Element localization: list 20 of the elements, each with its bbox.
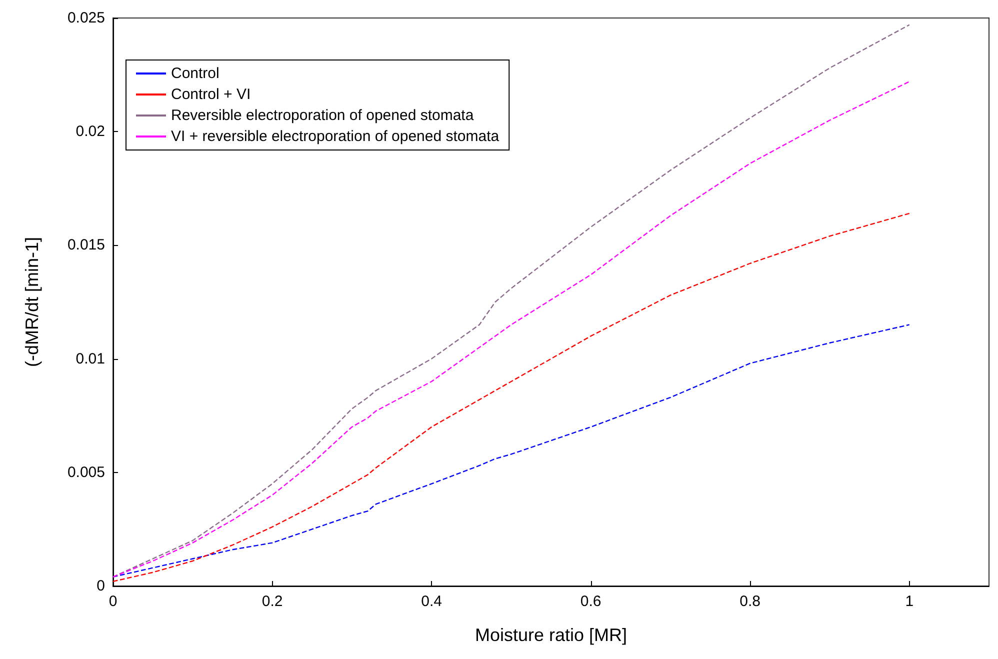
x-tick-label: 0 (108, 593, 118, 610)
legend-label: VI + reversible electroporation of opened stomata (171, 128, 500, 145)
line-series (112, 212, 910, 582)
y-tick-label: 0.02 (76, 123, 105, 140)
y-tick-label: 0.015 (67, 236, 105, 254)
y-tick-label: 0.01 (76, 350, 105, 368)
x-tick-label: 0.8 (740, 593, 761, 610)
x-tick-label: 0.6 (580, 593, 602, 610)
y-tick-label: 0 (96, 578, 105, 594)
legend-label: Control + VI (171, 86, 251, 103)
y-tick-label: 0.025 (67, 10, 105, 26)
y-tick-label: 0.005 (67, 464, 105, 481)
legend-label: Reversible electroporation of opened stomata (171, 107, 474, 124)
legend-label: Control (171, 65, 220, 82)
x-tick-label: 0.2 (262, 593, 283, 610)
x-tick-label: 1 (905, 593, 914, 610)
x-tick-label: 0.4 (421, 593, 442, 610)
line-series (112, 324, 910, 578)
x-axis-title: Moisture ratio [MR] (474, 625, 628, 645)
y-axis-title: (-dMR/dt [min-1] (22, 236, 42, 368)
